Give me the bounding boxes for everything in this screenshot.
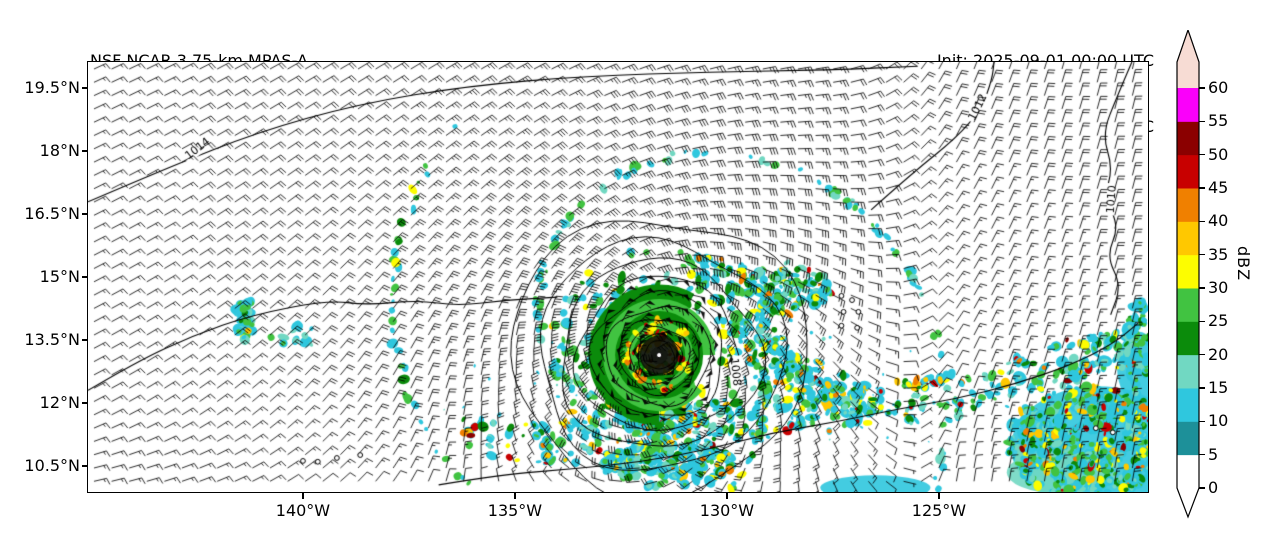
colorbar-tick-label: 25 [1208, 311, 1229, 331]
lon-tick-mark [302, 493, 304, 499]
colorbar-tick-mark [1199, 487, 1205, 489]
colorbar-tick-mark [1199, 87, 1205, 89]
lat-tick-label: 16.5°N [24, 204, 80, 223]
colorbar-tick-mark [1199, 453, 1205, 456]
lat-tick-label: 10.5°N [24, 455, 80, 475]
colorbar-tick-label: 35 [1208, 244, 1229, 264]
colorbar-tick-label: 50 [1208, 144, 1229, 164]
lat-tick-mark [82, 339, 88, 341]
colorbar [1176, 30, 1200, 519]
lon-tick-label: 140°W [275, 501, 331, 520]
lat-tick-label: 13.5°N [24, 329, 80, 349]
colorbar-tick-label: 45 [1208, 177, 1229, 197]
colorbar-title: dBZ [1234, 246, 1253, 282]
lat-tick-label: 12°N [39, 392, 80, 412]
colorbar-tick-mark [1199, 353, 1205, 356]
colorbar-tick-mark [1199, 287, 1205, 289]
lat-tick-mark [82, 213, 88, 215]
colorbar-tick-label: 30 [1208, 277, 1229, 297]
lat-tick-label: 18°N [39, 141, 80, 161]
lon-tick-mark [514, 493, 516, 499]
lat-tick-mark [82, 150, 88, 152]
colorbar-tick-mark [1199, 320, 1205, 322]
colorbar-tick-mark [1199, 220, 1205, 222]
colorbar-tick-label: 0 [1208, 477, 1219, 497]
colorbar-tick-mark [1199, 120, 1205, 123]
lat-tick-label: 15°N [39, 267, 80, 286]
colorbar-tick-label: 40 [1208, 211, 1229, 231]
lon-tick-mark [938, 493, 940, 499]
colorbar-tick-label: 55 [1208, 111, 1229, 131]
lat-tick-label: 19.5°N [24, 78, 80, 98]
colorbar-tick-mark [1199, 387, 1205, 389]
colorbar-tick-mark [1199, 153, 1205, 156]
lat-tick-mark [82, 87, 88, 89]
colorbar-tick-label: 15 [1208, 377, 1229, 397]
lon-tick-label: 125°W [911, 501, 967, 520]
lon-tick-mark [726, 493, 728, 499]
lon-tick-label: 135°W [487, 501, 543, 520]
reflectivity-wind-map-canvas [88, 62, 1148, 492]
lat-tick-mark [82, 402, 88, 404]
colorbar-tick-mark [1199, 420, 1205, 422]
colorbar-tick-label: 10 [1208, 411, 1229, 431]
lat-tick-mark [82, 465, 88, 467]
lon-tick-label: 130°W [699, 501, 755, 520]
colorbar-tick-label: 20 [1208, 344, 1229, 364]
colorbar-tick-label: 60 [1208, 78, 1229, 97]
map-plot-area [87, 61, 1149, 493]
colorbar-tick-label: 5 [1208, 444, 1219, 464]
colorbar-tick-mark [1199, 187, 1205, 189]
colorbar-tick-mark [1199, 253, 1205, 256]
lat-tick-mark [82, 276, 88, 278]
